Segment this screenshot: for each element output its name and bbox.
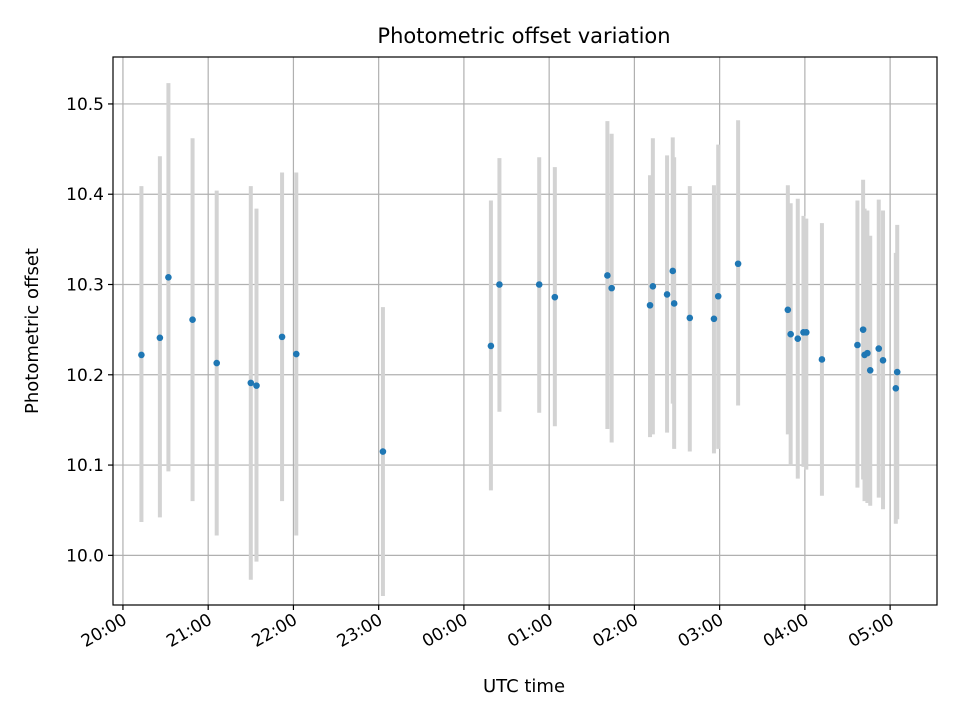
data-point <box>734 260 742 268</box>
y-tick-label: 10.0 <box>66 546 104 566</box>
data-point <box>669 267 677 275</box>
data-point <box>213 359 221 367</box>
data-point <box>292 350 300 358</box>
data-point <box>879 357 887 364</box>
data-point <box>875 345 883 352</box>
data-point <box>818 356 826 363</box>
y-tick-label: 10.2 <box>66 366 104 386</box>
data-point <box>604 272 611 279</box>
data-point <box>189 316 196 324</box>
data-point <box>686 314 694 322</box>
data-point <box>646 301 654 309</box>
data-point <box>670 300 678 307</box>
data-point <box>535 281 543 288</box>
data-point <box>864 349 871 357</box>
data-point <box>663 291 671 298</box>
data-point <box>854 341 861 349</box>
data-point <box>859 326 867 333</box>
data-point <box>551 293 559 301</box>
data-point <box>487 342 495 350</box>
y-tick-label: 10.3 <box>66 276 104 296</box>
data-point <box>893 368 901 376</box>
x-axis-label: UTC time <box>483 676 565 697</box>
data-point <box>802 329 810 336</box>
data-point <box>165 273 172 281</box>
data-point <box>649 283 657 290</box>
data-point <box>156 334 164 342</box>
chart-title: Photometric offset variation <box>377 24 670 48</box>
data-point <box>714 292 722 300</box>
data-point <box>247 379 255 387</box>
data-point <box>784 306 792 314</box>
data-point <box>787 330 794 338</box>
data-point <box>710 315 718 323</box>
data-point <box>379 448 387 455</box>
y-axis-label: Photometric offset <box>22 248 43 414</box>
data-point <box>253 382 260 389</box>
y-tick-label: 10.4 <box>66 185 104 205</box>
y-tick-label: 10.5 <box>66 95 104 115</box>
data-point <box>138 351 145 359</box>
data-point <box>866 366 874 374</box>
data-point <box>794 335 802 342</box>
y-tick-label: 10.1 <box>66 456 104 476</box>
data-point <box>892 385 900 392</box>
data-point <box>496 281 503 288</box>
data-point <box>278 333 286 341</box>
plot-frame <box>112 56 938 606</box>
data-point <box>608 284 615 292</box>
